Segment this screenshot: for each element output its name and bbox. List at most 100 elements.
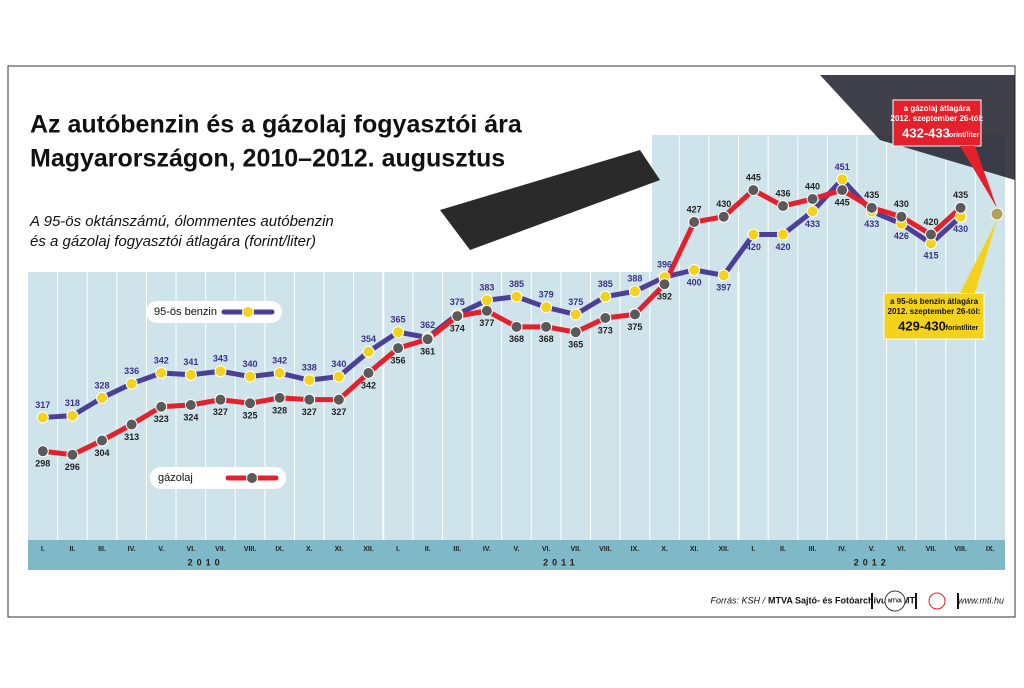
annotation-text: a 95-ös benzin átlagára [890,297,979,306]
data-label: 392 [657,292,672,302]
marker [747,228,760,241]
data-label: 385 [598,279,613,289]
year-label: 2011 [543,557,579,567]
data-label: 365 [568,340,583,350]
annotation-box [892,99,982,147]
data-label: 327 [302,407,317,417]
annotation-pointer [960,220,997,293]
annotation-value: 432-433 [902,125,950,140]
data-label: 420 [746,242,761,252]
marker [628,285,641,298]
marker [451,310,464,323]
marks: 317 318 328 336 342 341 343 340 342 338 340 354 365 3… [35,162,968,489]
data-label: 323 [154,414,169,424]
marker [125,377,138,390]
marker [569,326,582,339]
data-label: 313 [124,432,139,442]
data-label: 325 [243,411,258,421]
x-tick-label: IV. [483,546,491,553]
marker [747,184,760,197]
x-tick-label: XI. [690,546,699,553]
marker [688,264,701,276]
data-label: 340 [331,359,346,369]
x-tick-label: XI. [335,546,344,553]
data-label: 361 [420,347,435,357]
data-label: 375 [450,297,465,307]
data-label: 328 [94,380,109,390]
legend-marker [242,306,254,318]
marker [303,374,316,387]
data-label: 430 [716,199,731,209]
source-prefix: Forrás: KSH / [710,595,766,605]
data-label: 375 [568,297,583,307]
marker [392,326,405,339]
x-tick-label: III. [809,546,817,553]
x-tick-label: I. [396,546,400,553]
data-label: 327 [213,407,228,417]
data-label: 341 [183,357,198,367]
data-label: 436 [775,188,790,198]
data-label: 340 [243,359,258,369]
logo [928,592,946,610]
marker [244,397,257,410]
marker [806,205,819,218]
marker [540,320,553,333]
x-tick-label: VII. [926,546,937,553]
chart-title: Az autóbenzin és a gázolaj fogyasztói ár… [30,111,523,139]
marker [954,201,967,214]
marker [688,216,701,229]
source: MTVA Sajtó- és Fotóarchívum / MTI [768,595,918,605]
data-label: 440 [805,181,820,191]
marker [214,365,227,378]
x-tick-label: X. [661,546,668,553]
marker [836,173,849,186]
data-label: 388 [627,274,642,284]
data-label: 336 [124,366,139,376]
marker [184,368,197,381]
x-tick-label: II. [425,546,431,553]
data-label: 318 [65,398,80,408]
data-label: 420 [775,242,790,252]
legend-label: 95-ös benzin [154,306,217,318]
x-tick-label: VIII. [244,546,257,553]
data-label: 396 [657,259,672,269]
data-label: 415 [923,251,938,261]
x-tick-label: II. [69,546,75,553]
x-tick-label: III. [453,546,461,553]
x-tick-label: IV. [128,546,136,553]
x-tick-label: IX. [986,546,995,553]
data-label: 379 [539,290,554,300]
x-tick-label: III. [98,546,106,553]
data-label: 377 [479,318,494,328]
marker [332,393,345,406]
legend-marker [246,472,258,484]
data-label: 296 [65,462,80,472]
marker [66,409,79,422]
marker [776,228,789,241]
data-label: 354 [361,334,376,344]
x-tick-label: I. [41,546,45,553]
data-label: 420 [923,217,938,227]
data-label: 433 [805,219,820,229]
data-label: 327 [331,407,346,417]
x-tick-label: VIII. [954,546,967,553]
data-label: 328 [272,405,287,415]
x-tick-label: X. [306,546,313,553]
marker [96,434,109,447]
data-label: 374 [450,324,465,334]
annotation-dot [990,207,1004,221]
data-label: 385 [509,279,524,289]
annotation-pointer [960,146,997,208]
x-tick-label: V. [514,546,520,553]
marker [273,367,286,380]
url: www.mti.hu [958,595,1004,605]
marker [510,320,523,333]
x-tick-label: IX. [275,546,284,553]
x-tick-label: VII. [215,546,226,553]
nozzle [440,150,660,250]
data-label: 338 [302,363,317,373]
subtitle: A 95-ös oktánszámú, ólommentes autóbenzi… [29,213,334,230]
data-label: 445 [835,197,850,207]
data-label: 430 [894,199,909,209]
